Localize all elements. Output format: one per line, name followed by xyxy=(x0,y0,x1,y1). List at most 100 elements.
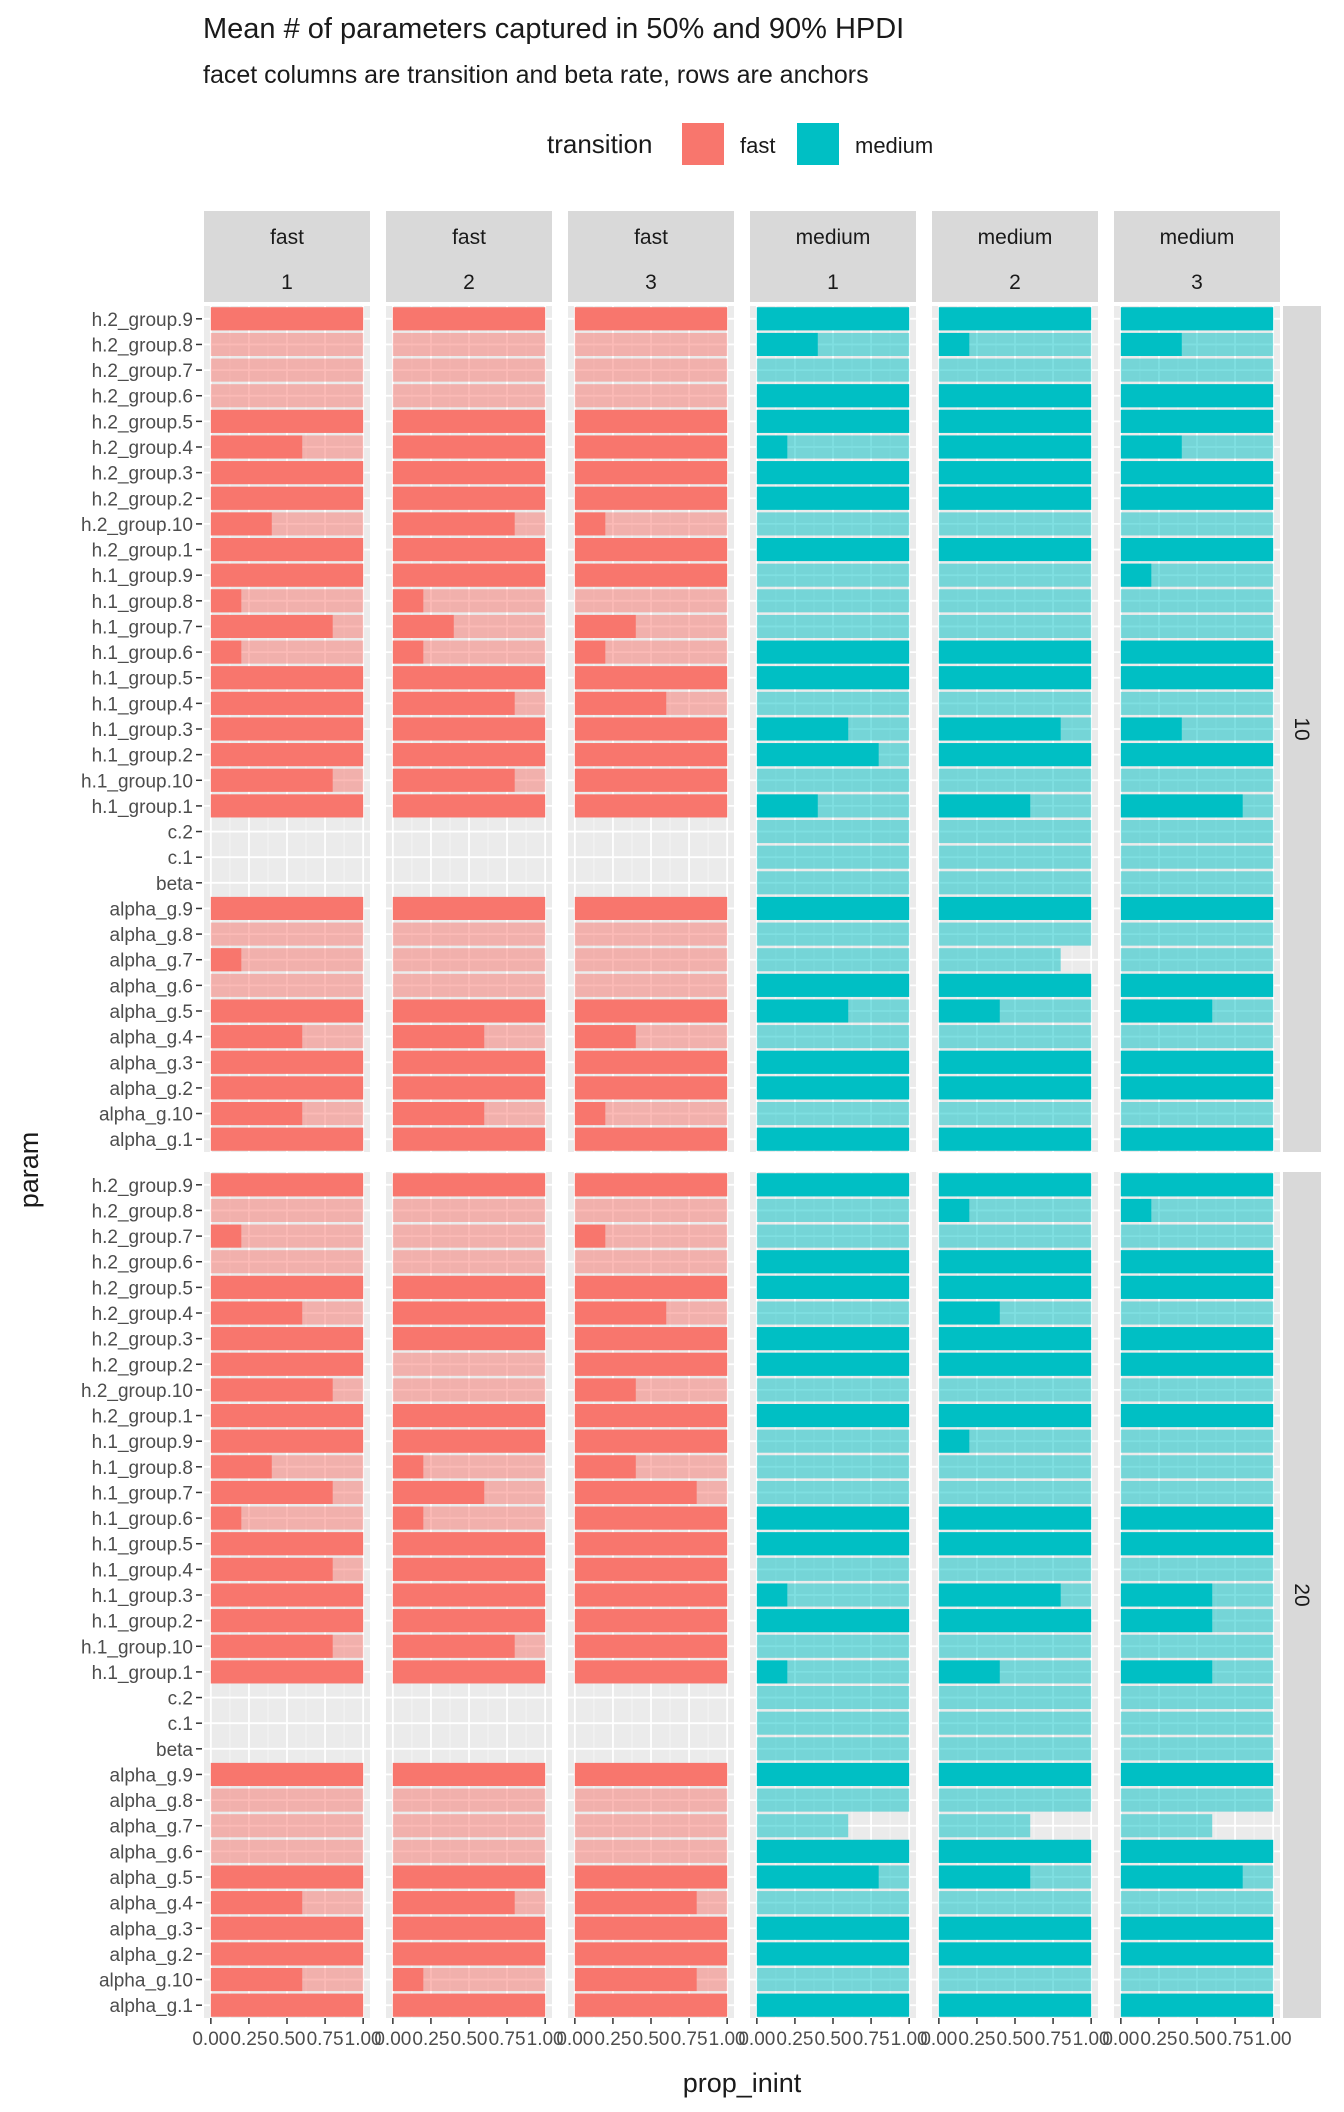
chart-subtitle: facet columns are transition and beta ra… xyxy=(203,61,869,89)
bar-hpdi90 xyxy=(392,1224,546,1248)
bar-hpdi50 xyxy=(756,332,818,356)
bar-hpdi50 xyxy=(938,1352,1092,1376)
bar-hpdi50 xyxy=(210,1660,364,1684)
bar-hpdi50 xyxy=(756,794,818,818)
bar-hpdi50 xyxy=(756,1050,910,1074)
y-tick-label: beta xyxy=(156,1740,193,1761)
legend-key-medium xyxy=(797,123,839,165)
bar-hpdi90 xyxy=(392,358,546,382)
bar-hpdi50 xyxy=(938,1609,1092,1633)
bar-hpdi90 xyxy=(756,1455,910,1479)
bar-hpdi50 xyxy=(756,717,849,741)
bar-hpdi50 xyxy=(1120,1127,1274,1151)
bar-hpdi90 xyxy=(756,512,910,536)
bar-hpdi50 xyxy=(938,666,1092,690)
bar-hpdi50 xyxy=(210,486,364,510)
x-tick-label: 0.75 xyxy=(1217,2029,1254,2050)
bar-hpdi50 xyxy=(574,1968,697,1992)
bar-hpdi50 xyxy=(938,1660,1000,1684)
bar-hpdi50 xyxy=(1120,1865,1243,1889)
x-tick-label: 0.00 xyxy=(374,2029,411,2050)
bar-hpdi50 xyxy=(210,589,242,613)
bar-hpdi90 xyxy=(756,1102,910,1126)
bar-hpdi50 xyxy=(938,794,1031,818)
bar-hpdi50 xyxy=(938,409,1092,433)
bar-hpdi50 xyxy=(756,1127,910,1151)
y-tick-label: alpha_g.2 xyxy=(110,1945,193,1966)
bar-hpdi50 xyxy=(938,486,1092,510)
bar-hpdi50 xyxy=(210,1050,364,1074)
bar-hpdi50 xyxy=(392,512,515,536)
bar-hpdi50 xyxy=(938,1275,1092,1299)
bar-hpdi90 xyxy=(938,1557,1092,1581)
y-tick-label: c.1 xyxy=(168,1714,193,1735)
legend-key-fast xyxy=(682,123,724,165)
bar-hpdi50 xyxy=(938,1506,1092,1530)
bar-hpdi50 xyxy=(938,538,1092,562)
bar-hpdi90 xyxy=(392,922,546,946)
bar-hpdi50 xyxy=(1120,717,1182,741)
facet-strip-beta-label: 2 xyxy=(1009,271,1021,294)
bar-hpdi50 xyxy=(574,1891,697,1915)
y-tick-label: h.2_group.1 xyxy=(92,1407,193,1428)
bar-hpdi50 xyxy=(1120,1327,1274,1351)
facet-strip-col-1 xyxy=(204,211,370,302)
bar-hpdi50 xyxy=(210,1993,364,2017)
bar-hpdi50 xyxy=(756,1762,910,1786)
bar-hpdi90 xyxy=(1120,1968,1274,1992)
bar-hpdi50 xyxy=(574,1429,728,1453)
bar-hpdi50 xyxy=(392,1076,546,1100)
bar-hpdi50 xyxy=(574,1378,636,1402)
bar-hpdi50 xyxy=(392,307,546,331)
x-tick-label: 1.00 xyxy=(891,2029,928,2050)
bar-hpdi50 xyxy=(574,409,728,433)
bar-hpdi50 xyxy=(210,1762,364,1786)
bar-hpdi50 xyxy=(392,1583,546,1607)
bar-hpdi90 xyxy=(938,922,1092,946)
bar-hpdi50 xyxy=(210,1532,364,1556)
bar-hpdi50 xyxy=(392,1102,485,1126)
bar-hpdi50 xyxy=(938,1050,1092,1074)
bar-hpdi90 xyxy=(392,973,546,997)
y-tick-label: alpha_g.6 xyxy=(110,1842,193,1863)
bar-hpdi90 xyxy=(756,1660,910,1684)
bar-hpdi90 xyxy=(210,1788,364,1812)
bar-hpdi90 xyxy=(756,563,910,587)
bar-hpdi90 xyxy=(574,332,728,356)
y-tick-label: h.1_group.6 xyxy=(92,643,193,664)
bar-hpdi50 xyxy=(938,1532,1092,1556)
bar-hpdi50 xyxy=(392,614,454,638)
facet-strip-transition-label: medium xyxy=(1160,226,1235,249)
bar-hpdi50 xyxy=(938,307,1092,331)
bar-hpdi50 xyxy=(574,1404,728,1428)
bar-hpdi50 xyxy=(210,1891,303,1915)
bar-hpdi50 xyxy=(1120,666,1274,690)
legend-label-medium: medium xyxy=(855,133,933,158)
chart-title: Mean # of parameters captured in 50% and… xyxy=(203,13,904,45)
bar-hpdi50 xyxy=(938,1942,1092,1966)
bar-hpdi90 xyxy=(756,1711,910,1735)
x-tick-label: 1.00 xyxy=(345,2029,382,2050)
bar-hpdi90 xyxy=(938,563,1092,587)
bar-hpdi50 xyxy=(392,691,515,715)
bar-hpdi90 xyxy=(1120,1686,1274,1710)
facet-panel-fast-3-20 xyxy=(568,1172,734,2018)
bar-hpdi50 xyxy=(1120,1993,1274,2017)
bar-hpdi50 xyxy=(574,307,728,331)
bar-hpdi50 xyxy=(938,1583,1061,1607)
bar-hpdi50 xyxy=(210,1455,272,1479)
bar-hpdi50 xyxy=(574,794,728,818)
bar-hpdi50 xyxy=(574,691,667,715)
facet-strip-col-2 xyxy=(386,211,552,302)
bar-hpdi50 xyxy=(392,666,546,690)
bar-hpdi50 xyxy=(1120,1250,1274,1274)
y-tick-label: h.2_group.5 xyxy=(92,1278,193,1299)
bar-hpdi90 xyxy=(938,358,1092,382)
bar-hpdi50 xyxy=(756,1942,910,1966)
bar-hpdi50 xyxy=(1120,486,1274,510)
bar-hpdi90 xyxy=(392,1378,546,1402)
bar-hpdi90 xyxy=(938,1891,1092,1915)
bar-hpdi50 xyxy=(392,768,515,792)
y-tick-label: h.1_group.2 xyxy=(92,1612,193,1633)
x-tick-label: 0.00 xyxy=(738,2029,775,2050)
